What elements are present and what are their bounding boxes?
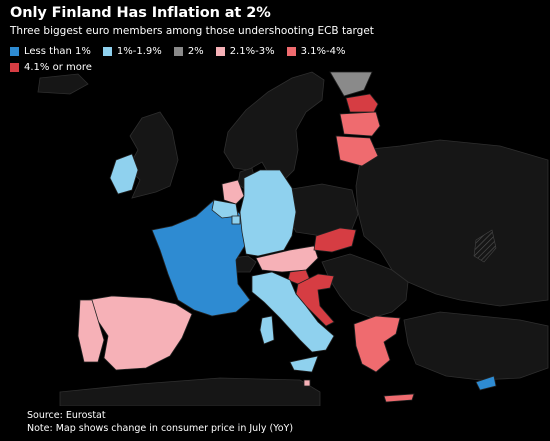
greece	[353, 315, 401, 373]
turkey-region	[403, 311, 549, 381]
footnote: Note: Map shows change in consumer price…	[27, 423, 294, 434]
legend: Less than 1% 1%-1.9% 2% 2.1%-3% 3.1%-4% …	[10, 43, 440, 75]
legend-swatch	[10, 46, 19, 56]
latvia	[339, 111, 381, 137]
legend-label: 3.1%-4%	[300, 45, 346, 57]
malta	[303, 379, 311, 387]
portugal	[77, 299, 105, 363]
source-note: Source: Eurostat	[27, 410, 106, 421]
legend-item-3-1-to-4: 3.1%-4%	[286, 45, 346, 57]
crete	[383, 393, 415, 403]
non-member-land	[37, 71, 549, 406]
legend-label: 2.1%-3%	[229, 45, 275, 57]
legend-swatch	[173, 46, 183, 56]
balkans-region	[321, 253, 409, 319]
sardinia	[259, 315, 275, 345]
legend-label: 1%-1.9%	[116, 45, 162, 57]
legend-item-1-to-1-9: 1%-1.9%	[102, 45, 162, 57]
legend-row-2: 4.1% or more	[10, 59, 440, 75]
belgium	[211, 199, 239, 219]
slovakia	[313, 227, 357, 253]
norway-sweden-region	[223, 71, 325, 183]
sicily	[289, 355, 319, 373]
legend-swatch	[10, 62, 19, 72]
iceland-region	[37, 73, 89, 95]
legend-label: 4.1% or more	[24, 61, 92, 73]
legend-item-less-than-1: Less than 1%	[10, 46, 91, 57]
legend-item-2-1-to-3: 2.1%-3%	[215, 45, 275, 57]
spain	[87, 295, 193, 371]
legend-swatch	[286, 46, 296, 56]
cyprus	[475, 375, 497, 391]
legend-label: Less than 1%	[24, 45, 91, 57]
lithuania	[335, 135, 379, 167]
legend-item-2: 2%	[173, 45, 204, 57]
legend-swatch	[102, 46, 112, 56]
austria	[255, 245, 319, 273]
luxembourg	[231, 215, 241, 225]
north-africa-region	[59, 377, 321, 406]
poland-czech-region	[285, 183, 359, 237]
chart-subtitle: Three biggest euro members among those u…	[10, 25, 374, 37]
italy	[251, 271, 335, 353]
uk-region	[127, 111, 179, 199]
netherlands	[221, 179, 245, 205]
legend-label: 2%	[187, 45, 204, 57]
ireland	[109, 153, 139, 195]
east-europe-region	[355, 139, 549, 307]
chart-title: Only Finland Has Inflation at 2%	[10, 5, 271, 21]
finland	[329, 71, 373, 97]
legend-swatch	[215, 46, 225, 56]
europe-map	[37, 71, 549, 406]
france	[151, 199, 251, 317]
germany	[239, 169, 297, 257]
legend-item-4-1-or-more: 4.1% or more	[10, 62, 92, 73]
legend-row-1: Less than 1% 1%-1.9% 2% 2.1%-3% 3.1%-4%	[10, 43, 440, 59]
estonia	[345, 93, 379, 113]
hatched-area	[473, 229, 497, 263]
